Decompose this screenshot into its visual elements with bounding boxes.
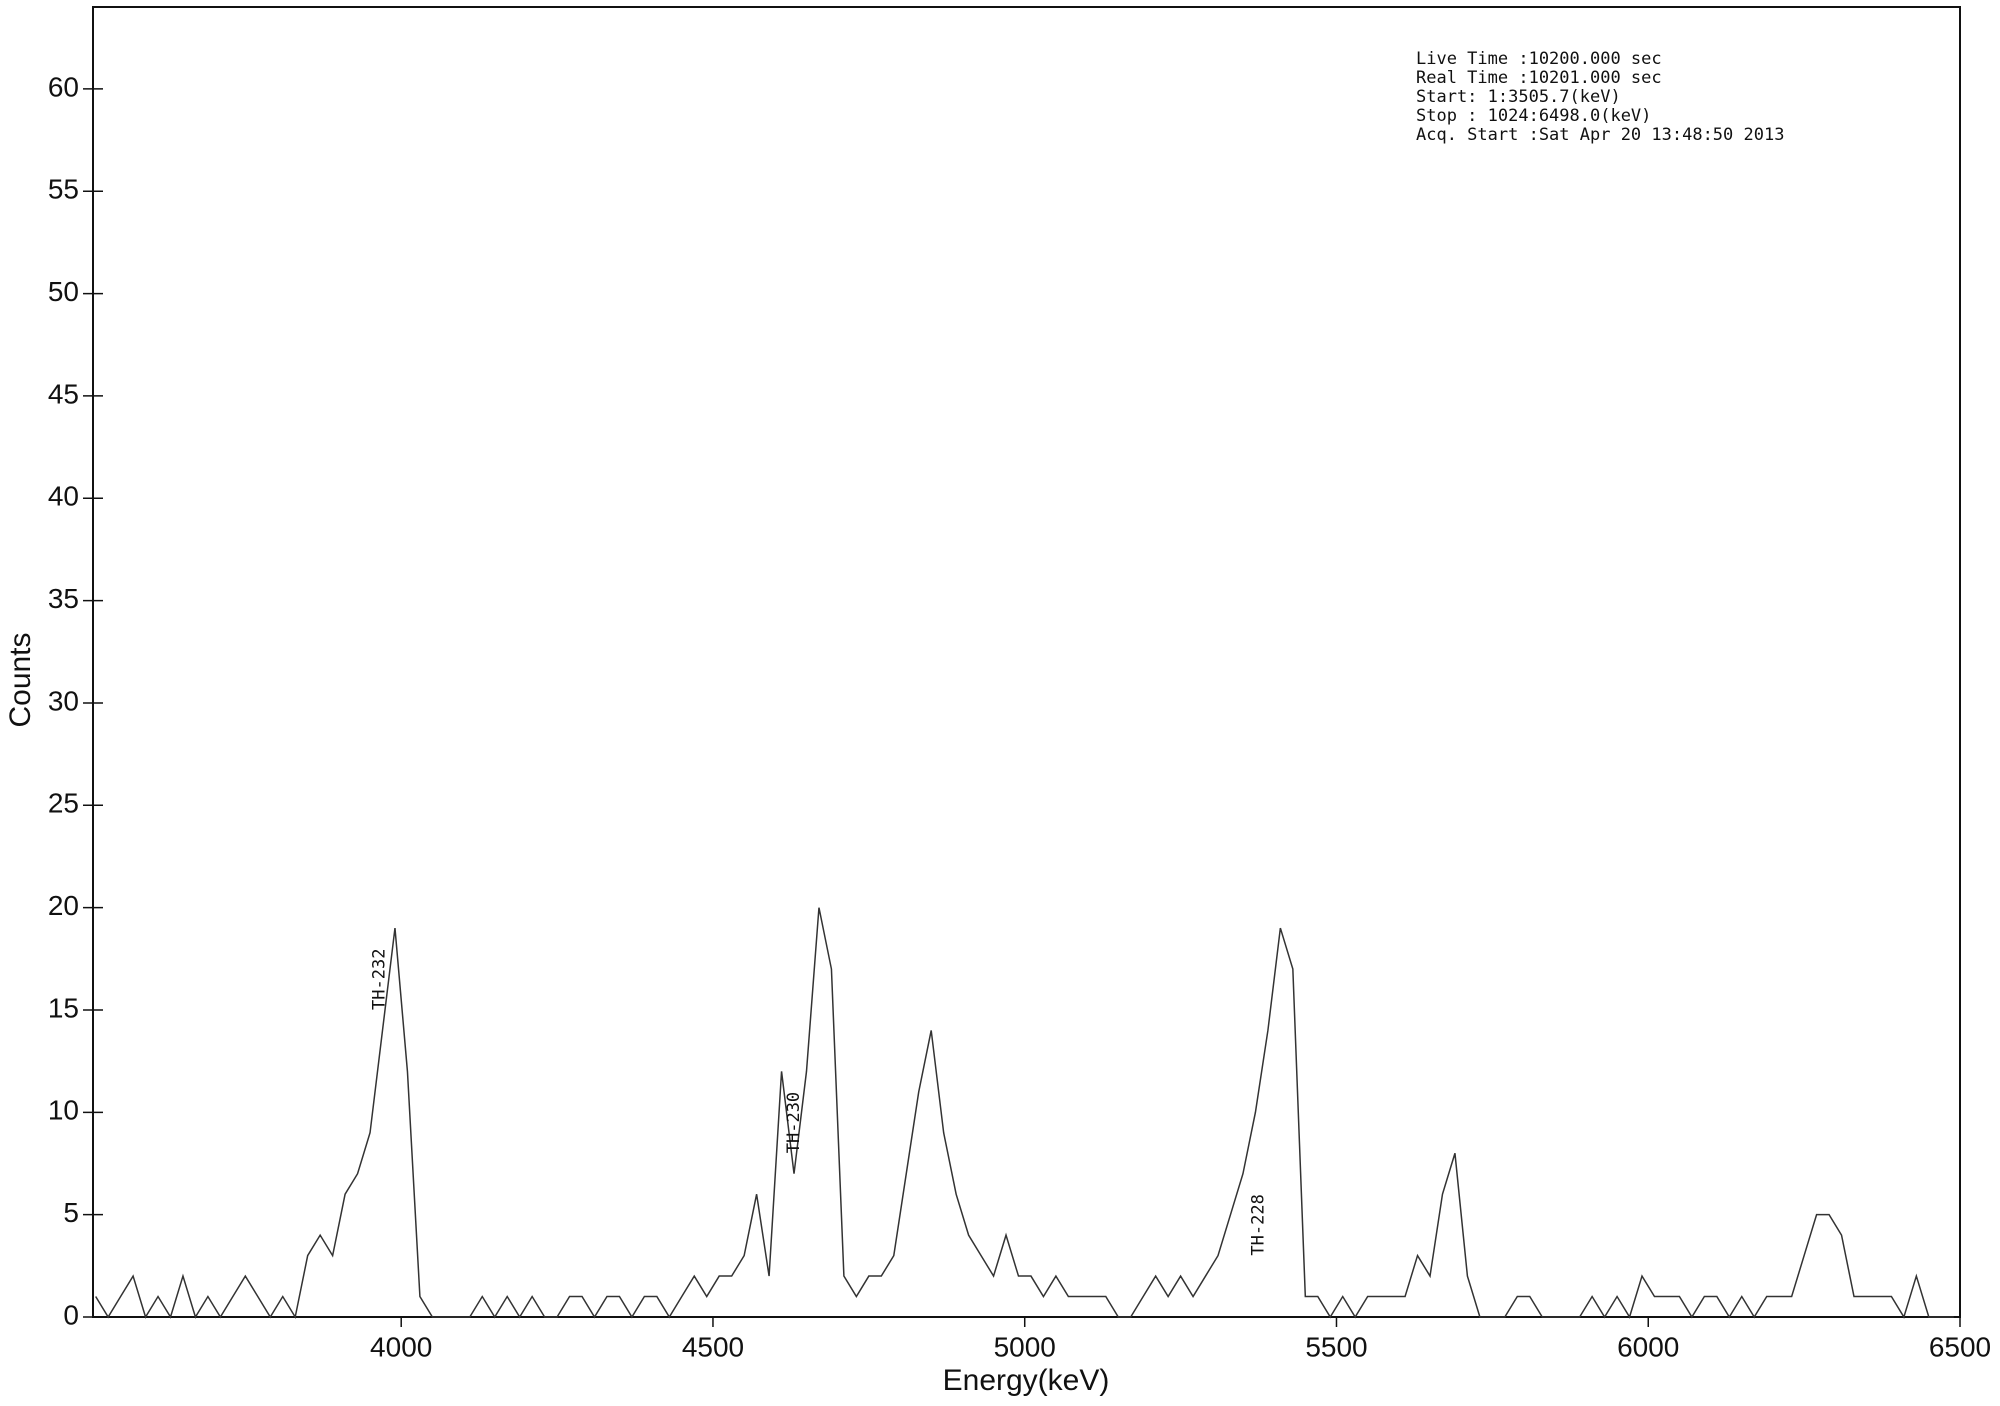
y-tick-label: 45 (48, 378, 79, 409)
acquisition-info: Live Time :10200.000 sec (1416, 49, 1662, 69)
y-tick-label: 25 (48, 788, 79, 819)
x-tick-label: 6000 (1617, 1331, 1679, 1362)
y-axis-title: Counts (4, 632, 37, 727)
x-tick-label: 4500 (682, 1331, 744, 1362)
y-tick-label: 60 (48, 71, 79, 102)
y-tick-label: 15 (48, 992, 79, 1023)
plot-frame (92, 6, 1961, 1318)
peak-label: TH-228 (1249, 1194, 1269, 1255)
y-tick-label: 20 (48, 890, 79, 921)
y-tick-label: 35 (48, 583, 79, 614)
spectrum-line (95, 907, 1954, 1320)
x-axis-title: Energy(keV) (943, 1364, 1110, 1397)
y-tick-label: 10 (48, 1095, 79, 1126)
acquisition-info: Start: 1:3505.7(keV) (1416, 87, 1621, 107)
acquisition-info: Stop : 1024:6498.0(keV) (1416, 106, 1651, 126)
y-tick-label: 5 (63, 1197, 79, 1228)
acquisition-info: Real Time :10201.000 sec (1416, 68, 1662, 88)
y-tick-label: 30 (48, 685, 79, 716)
y-tick-label: 40 (48, 481, 79, 512)
x-tick-label: 5500 (1305, 1331, 1367, 1362)
x-tick-label: 6500 (1929, 1331, 1991, 1362)
acquisition-info: Acq. Start :Sat Apr 20 13:48:50 2013 (1416, 125, 1784, 145)
y-tick-label: 50 (48, 276, 79, 307)
x-tick-label: 4000 (370, 1331, 432, 1362)
y-tick-label: 0 (63, 1299, 79, 1330)
peak-label: TH-230 (784, 1092, 804, 1153)
peak-label: TH-232 (369, 949, 389, 1010)
y-tick-label: 55 (48, 174, 79, 205)
x-tick-label: 5000 (994, 1331, 1056, 1362)
